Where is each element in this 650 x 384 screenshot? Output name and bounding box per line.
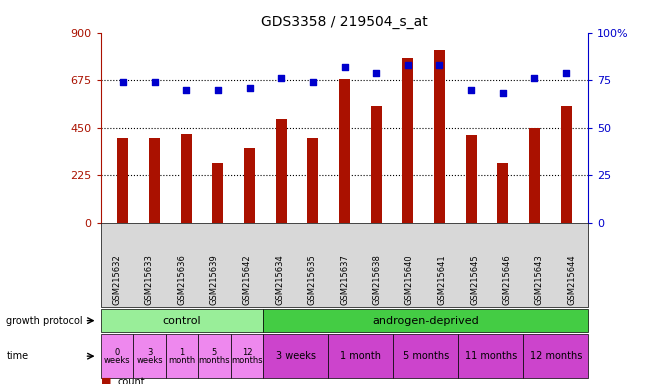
Point [213, 87, 223, 93]
Bar [370, 106, 382, 223]
Text: GDS3358 / 219504_s_at: GDS3358 / 219504_s_at [261, 15, 428, 29]
Bar [529, 127, 540, 223]
Text: GSM215632: GSM215632 [112, 255, 122, 305]
Text: 5
months: 5 months [199, 348, 230, 365]
Text: 0
weeks: 0 weeks [104, 348, 130, 365]
Text: GSM215640: GSM215640 [405, 255, 414, 305]
Text: count: count [117, 377, 144, 384]
Bar [276, 119, 287, 223]
Text: time: time [6, 351, 29, 361]
Bar [465, 135, 476, 223]
Text: GSM215641: GSM215641 [437, 255, 447, 305]
Text: control: control [162, 316, 202, 326]
Bar [402, 58, 413, 223]
Text: 11 months: 11 months [465, 351, 517, 361]
Bar [213, 162, 224, 223]
Text: 3
weeks: 3 weeks [136, 348, 162, 365]
Text: GSM215639: GSM215639 [210, 255, 219, 305]
Point [276, 75, 287, 81]
Text: 5 months: 5 months [402, 351, 449, 361]
Text: 1 month: 1 month [340, 351, 382, 361]
Point [150, 79, 160, 85]
Point [244, 85, 255, 91]
Point [434, 62, 445, 68]
Text: GSM215633: GSM215633 [145, 255, 154, 305]
Text: GSM215635: GSM215635 [307, 255, 317, 305]
Point [498, 90, 508, 96]
Bar [560, 106, 571, 223]
Text: GSM215644: GSM215644 [567, 255, 577, 305]
Bar [434, 50, 445, 223]
Text: GSM215634: GSM215634 [275, 255, 284, 305]
Text: 3 weeks: 3 weeks [276, 351, 316, 361]
Bar [307, 138, 318, 223]
Text: GSM215645: GSM215645 [470, 255, 479, 305]
Point [307, 79, 318, 85]
Text: GSM215638: GSM215638 [372, 255, 382, 305]
Point [466, 87, 476, 93]
Bar [118, 138, 129, 223]
Bar [244, 148, 255, 223]
Bar [339, 79, 350, 223]
Point [118, 79, 128, 85]
Bar [181, 134, 192, 223]
Bar [149, 138, 160, 223]
Point [529, 75, 539, 81]
Point [402, 62, 413, 68]
Point [339, 64, 350, 70]
Text: growth protocol: growth protocol [6, 316, 83, 326]
Text: androgen-deprived: androgen-deprived [372, 316, 479, 326]
Text: GSM215636: GSM215636 [177, 255, 187, 305]
Text: 12 months: 12 months [530, 351, 582, 361]
Text: ■: ■ [101, 377, 111, 384]
Text: GSM215646: GSM215646 [502, 255, 512, 305]
Point [181, 87, 191, 93]
Text: GSM215642: GSM215642 [242, 255, 252, 305]
Text: 1
month: 1 month [168, 348, 196, 365]
Bar [497, 162, 508, 223]
Text: 12
months: 12 months [231, 348, 263, 365]
Point [371, 70, 382, 76]
Point [561, 70, 571, 76]
Text: GSM215643: GSM215643 [535, 255, 544, 305]
Text: GSM215637: GSM215637 [340, 255, 349, 305]
